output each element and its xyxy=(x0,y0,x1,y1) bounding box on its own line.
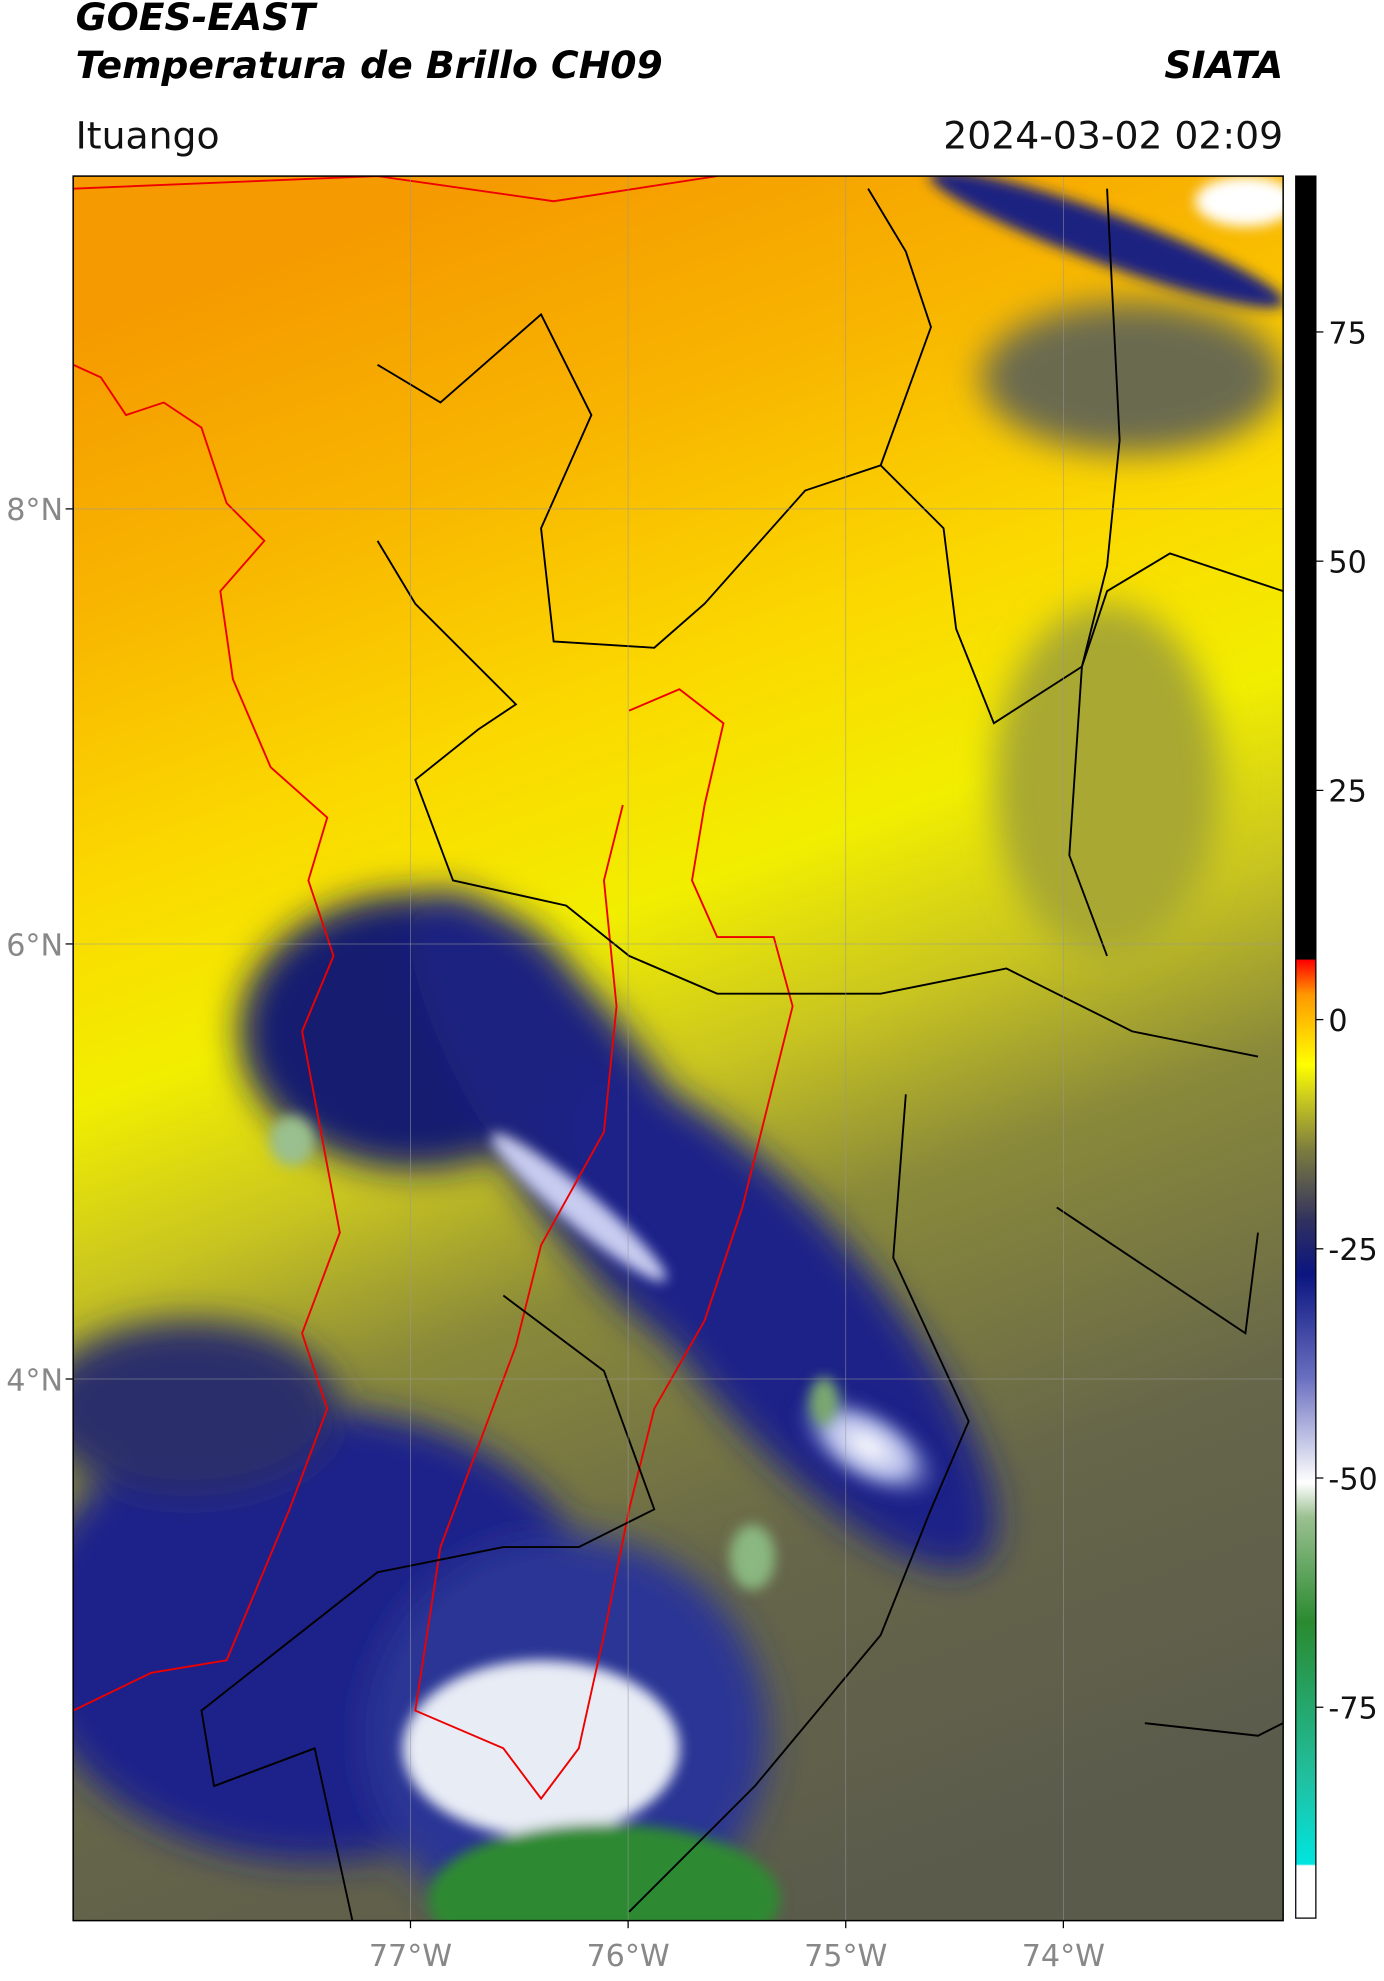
colorbar-tick-label: 50 xyxy=(1328,545,1366,580)
map-frame xyxy=(72,175,1284,1922)
subtitle: Temperatura de Brillo CH09 xyxy=(76,43,663,87)
colorbar xyxy=(1295,175,1317,1919)
y-tick-label: 8°N xyxy=(6,493,63,528)
x-tick-label: 76°W xyxy=(586,1939,669,1974)
grid xyxy=(73,176,1284,1921)
y-tick-label: 4°N xyxy=(6,1363,63,1398)
x-tick-label: 74°W xyxy=(1022,1939,1105,1974)
colorbar-tick-label: -75 xyxy=(1328,1692,1377,1727)
colorbar-tick-label: 75 xyxy=(1328,316,1366,351)
colorbar-tick-label: 25 xyxy=(1328,775,1366,810)
timestamp: 2024-03-02 02:09 xyxy=(943,113,1283,157)
colorbar-tick-label: -50 xyxy=(1328,1462,1377,1497)
x-tick-label: 75°W xyxy=(804,1939,887,1974)
colorbar-tick-label: 0 xyxy=(1328,1004,1347,1039)
map-imagery xyxy=(73,176,1284,1921)
colorbar-tick-label: -25 xyxy=(1328,1233,1377,1268)
title: GOES-EAST xyxy=(76,0,319,39)
y-tick-label: 6°N xyxy=(6,928,63,963)
x-tick-label: 77°W xyxy=(369,1939,452,1974)
source: SIATA xyxy=(1164,43,1283,87)
region: Ituango xyxy=(76,113,220,157)
